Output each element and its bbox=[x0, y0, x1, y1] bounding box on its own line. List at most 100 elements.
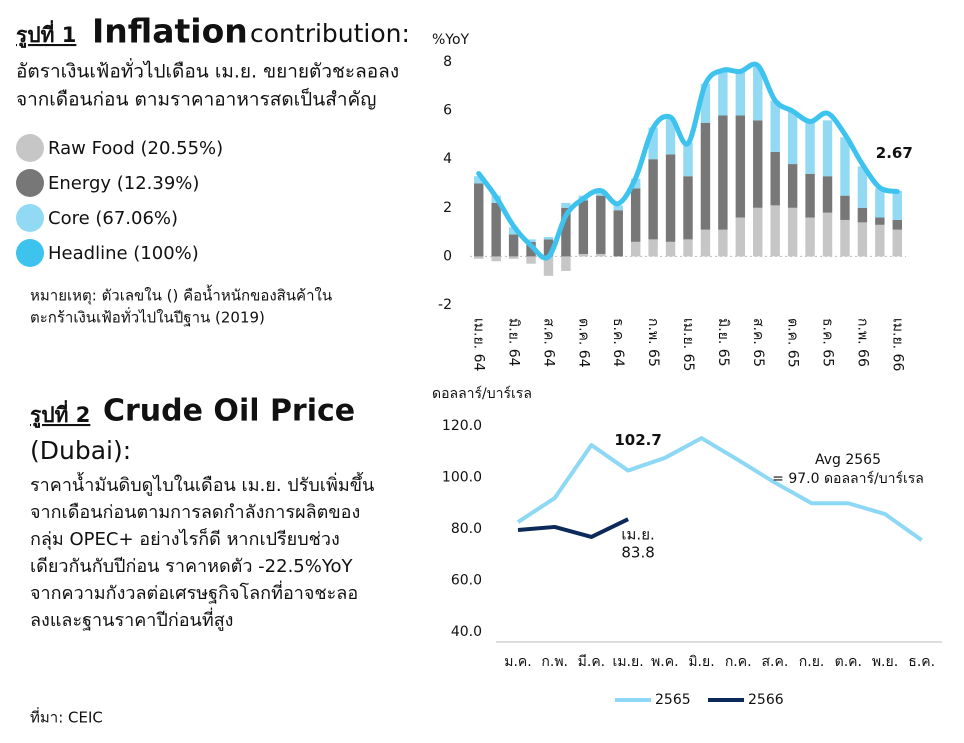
bar-segment bbox=[474, 176, 484, 184]
legend-label: Headline (100%) bbox=[48, 243, 199, 264]
legend-label: 2565 bbox=[655, 692, 691, 708]
bar-segment bbox=[630, 241, 641, 257]
bar-segment bbox=[735, 217, 746, 257]
x-tick-label: เม.ย. 65 bbox=[680, 318, 696, 371]
x-tick-label: ธ.ค. 64 bbox=[610, 318, 626, 367]
bar-segment bbox=[805, 122, 815, 174]
y-tick-label: 40.0 bbox=[451, 624, 482, 640]
y-tick-label: -2 bbox=[438, 297, 452, 313]
bar-segment bbox=[596, 190, 606, 196]
bar-segment bbox=[857, 207, 868, 223]
bar-segment bbox=[613, 205, 623, 211]
bar-segment bbox=[735, 115, 746, 218]
x-tick-label: มิ.ย. 65 bbox=[715, 318, 731, 367]
bar-segment bbox=[596, 195, 606, 254]
bar-segment bbox=[840, 195, 850, 220]
bar-segment bbox=[822, 120, 833, 177]
bar-segment bbox=[700, 83, 711, 123]
bar-segment bbox=[578, 200, 589, 254]
x-tick-label: เม.ย. 66 bbox=[889, 318, 905, 371]
x-tick-label: พ.ค. bbox=[651, 654, 679, 670]
bar-segment bbox=[770, 151, 780, 206]
legend-label: Raw Food (20.55%) bbox=[48, 138, 223, 159]
bar-segment bbox=[892, 190, 902, 220]
bar-segment bbox=[665, 117, 676, 155]
series-line bbox=[517, 517, 629, 539]
bar-segment bbox=[753, 66, 763, 121]
bar-segment bbox=[718, 229, 728, 257]
bar-segment bbox=[875, 224, 885, 257]
x-tick-label: มิ.ย. 64 bbox=[506, 318, 522, 367]
bar-segment bbox=[822, 176, 833, 213]
bar-segment bbox=[508, 227, 519, 235]
bar-segment bbox=[875, 217, 885, 225]
bar-segment bbox=[683, 176, 693, 240]
legend-swatch bbox=[16, 204, 44, 232]
annotation: = 97.0 ดอลลาร์/บาร์เรล bbox=[772, 470, 924, 487]
bar-segment bbox=[578, 253, 589, 257]
note: ตะกร้าเงินเฟ้อทั่วไปในปีฐาน (2019) bbox=[30, 307, 265, 327]
annotation: เม.ย. bbox=[621, 526, 654, 544]
bar-segment bbox=[596, 253, 606, 257]
y-tick-label: 60.0 bbox=[451, 573, 482, 589]
bar-segment bbox=[718, 115, 728, 230]
bar-segment bbox=[787, 207, 798, 257]
x-tick-label: ก.ย. bbox=[799, 654, 825, 670]
y-axis-label: %YoY bbox=[432, 32, 470, 48]
x-tick-label: ต.ค. 64 bbox=[575, 318, 591, 368]
bar-segment bbox=[805, 217, 815, 257]
y-tick-label: 80.0 bbox=[451, 521, 482, 537]
bar-segment bbox=[648, 239, 658, 257]
x-tick-label: ก.พ. 65 bbox=[645, 318, 661, 367]
x-tick-label: เม.ย. bbox=[613, 654, 644, 670]
headline-line bbox=[476, 61, 900, 261]
note: หมายเหตุ: ตัวเลขใน () คือน้ำหนักของสินค้… bbox=[30, 285, 332, 306]
y-tick-label: 2 bbox=[443, 200, 452, 216]
bar-segment bbox=[753, 207, 763, 257]
bar-segment bbox=[892, 229, 902, 257]
bar-segment bbox=[892, 219, 902, 230]
bar-segment bbox=[770, 100, 780, 152]
subtitle: ลงและฐานราคาปีก่อนที่สูง bbox=[30, 607, 233, 631]
subtitle: อัตราเงินเฟ้อทั่วไปเดือน เม.ย. ขยายตัวชะ… bbox=[16, 58, 399, 83]
figure-label: รูปที่ 1 bbox=[16, 19, 76, 49]
subtitle: ราคาน้ำมันดิบดูไบในเดือน เม.ย. ปรับเพิ่ม… bbox=[30, 472, 374, 496]
bar-segment bbox=[787, 110, 798, 165]
x-tick-label: ธ.ค. 65 bbox=[820, 318, 836, 367]
bar-segment bbox=[508, 234, 519, 257]
bar-segment bbox=[857, 166, 868, 208]
series-line bbox=[516, 436, 923, 542]
chart-title: Inflation bbox=[92, 12, 248, 51]
chart-title-suffix: (Dubai): bbox=[30, 436, 131, 465]
y-tick-label: 0 bbox=[443, 248, 452, 264]
x-tick-label: ก.ค. bbox=[725, 654, 752, 670]
bar-segment bbox=[526, 256, 536, 264]
y-tick-label: 100.0 bbox=[442, 470, 482, 486]
bar-segment bbox=[508, 256, 519, 259]
bar-segment bbox=[683, 142, 693, 177]
legend-label: Energy (12.39%) bbox=[48, 173, 199, 194]
bar-segment bbox=[787, 164, 798, 208]
bar-segment bbox=[718, 69, 728, 116]
bar-segment bbox=[840, 219, 850, 257]
x-tick-label: ต.ค. 65 bbox=[785, 318, 801, 368]
source: ที่มา: CEIC bbox=[30, 707, 103, 727]
y-tick-label: 8 bbox=[443, 54, 452, 70]
bar-segment bbox=[875, 188, 885, 218]
subtitle: จากเดือนก่อน ตามราคาอาหารสดเป็นสำคัญ bbox=[16, 87, 376, 111]
bar-segment bbox=[474, 256, 484, 259]
bar-segment bbox=[613, 210, 623, 257]
bar-segment bbox=[648, 127, 658, 160]
x-tick-label: มิ.ย. bbox=[688, 654, 714, 670]
bar-segment bbox=[491, 256, 501, 262]
bar-segment bbox=[805, 173, 815, 218]
bar-segment bbox=[526, 239, 536, 242]
subtitle: เดียวกันกับปีก่อน ราคาหดตัว -22.5%YoY bbox=[30, 556, 353, 577]
bar-segment bbox=[474, 183, 484, 257]
figure-label: รูปที่ 2 bbox=[30, 399, 90, 429]
x-tick-label: ต.ค. bbox=[835, 654, 862, 670]
bar-segment bbox=[491, 202, 501, 257]
bar-segment bbox=[648, 159, 658, 240]
bar-segment bbox=[700, 122, 711, 230]
x-tick-label: ธ.ค. bbox=[908, 654, 935, 670]
